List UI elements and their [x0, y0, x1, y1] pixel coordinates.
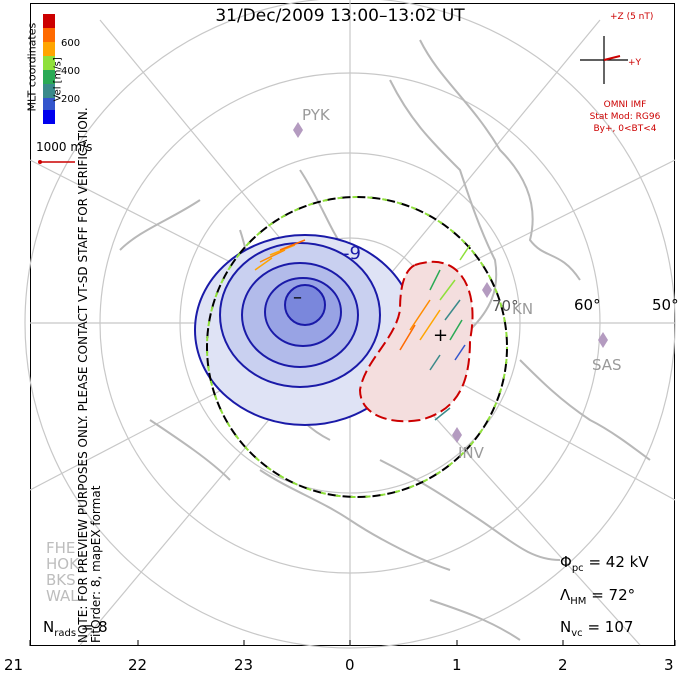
lat-label-60: 60° — [574, 296, 601, 314]
mlt-tick-label: 0 — [345, 656, 355, 674]
stat-value: = 8 — [80, 618, 108, 636]
lat-label-70: 70° — [492, 297, 519, 315]
neg-cell-5 — [284, 284, 326, 326]
stat-value: = 72° — [591, 586, 636, 604]
mlt-tick-label: 1 — [452, 656, 462, 674]
vector — [409, 299, 431, 331]
radar-marker-pyk — [293, 122, 303, 138]
stat-subscript: pc — [571, 563, 584, 574]
vector — [434, 407, 451, 421]
vector — [254, 257, 273, 271]
station-item: WAL — [46, 587, 79, 605]
scale-vector-dot — [38, 160, 42, 164]
hm-boundary-green — [206, 196, 508, 498]
mlt-tick-label: 2 — [558, 656, 568, 674]
contour-label-neg: -9 — [343, 243, 361, 264]
scale-vector-label: 1000 m/s — [36, 140, 93, 154]
stat-phi-pc: Φpc = 42 kV — [560, 553, 649, 574]
stat-subscript: vc — [571, 628, 583, 639]
imf-condition: By+, 0<BT<4 — [593, 124, 657, 134]
radar-marker-sas — [598, 332, 608, 348]
stat-value: = 107 — [587, 618, 634, 636]
station-item: FHE — [46, 539, 76, 557]
contour-max-marker: + — [433, 325, 449, 346]
fit-order-note: FitOrder: 8, mapEX format — [89, 485, 103, 643]
vector — [259, 249, 286, 263]
vector — [439, 279, 456, 301]
vector — [449, 319, 463, 341]
imf-y-label: +Y — [628, 58, 642, 68]
mlt-tick-label: 3 — [664, 656, 674, 674]
vector — [429, 354, 441, 371]
mlt-tick-label: 21 — [4, 656, 24, 674]
pos-cell-outer — [358, 260, 474, 423]
stat-value: = 42 kV — [588, 553, 649, 571]
stat-subscript: rads — [54, 628, 77, 639]
page-title: 31/Dec/2009 13:00–13:02 UT — [215, 6, 465, 26]
radar-label-pyk: PYK — [302, 106, 330, 124]
stat-symbol: Λ — [560, 586, 571, 604]
vector — [269, 244, 296, 256]
lat-label-50: 50° — [652, 296, 679, 314]
vector — [454, 344, 466, 361]
vector — [429, 269, 441, 291]
mlt-tick-label: 23 — [234, 656, 254, 674]
colorbar-tick: 600 — [61, 38, 81, 49]
preview-note: NOTE: FOR PREVIEW PURPOSES ONLY. PLEASE … — [76, 107, 103, 643]
radar-label-inv: INV — [458, 444, 484, 462]
colorbar — [43, 14, 55, 124]
mlt-tick-label: 22 — [128, 656, 148, 674]
radar-label-sas: SAS — [592, 356, 622, 374]
colorbar-tick: 200 — [61, 94, 81, 105]
stat-n-vc: Nvc = 107 — [560, 618, 633, 639]
stat-symbol: N — [560, 618, 572, 636]
coordinates-note: MLT coordinates — [25, 22, 39, 112]
radar-marker-inv — [452, 427, 462, 443]
vector — [419, 309, 441, 341]
station-item: HOK — [46, 555, 79, 573]
vector — [279, 239, 306, 251]
vector — [399, 324, 416, 351]
stat-subscript: HM — [570, 596, 587, 607]
contour-min-marker: – — [293, 287, 302, 308]
imf-dial — [580, 36, 628, 84]
stat-symbol: N — [43, 618, 55, 636]
vector — [459, 244, 471, 261]
stat-symbol: Φ — [560, 553, 572, 571]
colorbar-tick: 400 — [61, 66, 81, 77]
imf-source: OMNI IMF — [603, 100, 647, 110]
imf-stat-model: Stat Mod: RG96 — [589, 112, 661, 122]
station-item: BKS — [46, 571, 76, 589]
imf-z-label: +Z (5 nT) — [610, 12, 654, 22]
vector — [444, 299, 461, 321]
station-list: FHE HOK BKS WAL — [46, 540, 79, 604]
stat-lambda-hm: ΛHM = 72° — [560, 586, 635, 607]
radar-label-kn: KN — [512, 300, 534, 318]
radar-marker-kn — [482, 282, 492, 298]
stat-nrads: Nrads = 8 — [43, 618, 108, 639]
